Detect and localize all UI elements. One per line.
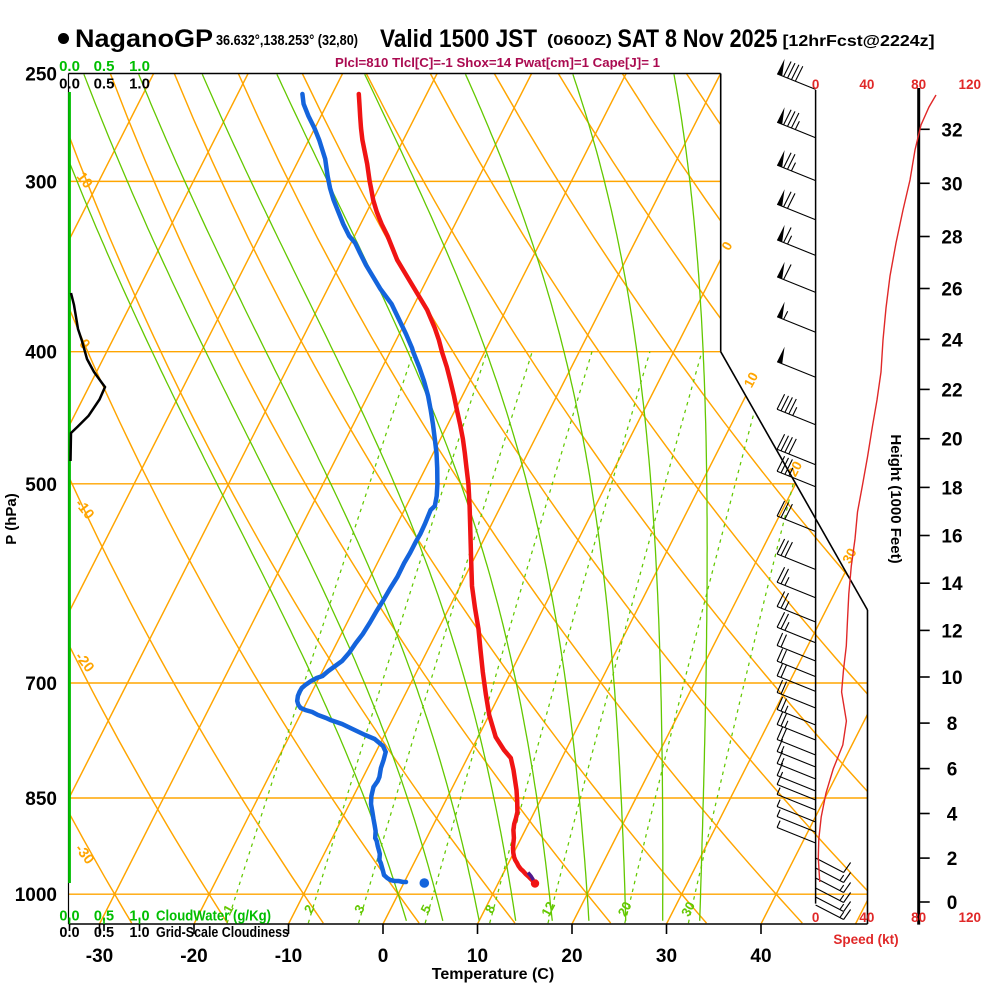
svg-text:10: 10 (941, 668, 962, 689)
svg-text:-30: -30 (71, 841, 97, 867)
svg-text:36.632°,138.253° (32,80): 36.632°,138.253° (32,80) (216, 33, 358, 49)
svg-text:1000: 1000 (15, 885, 57, 906)
svg-text:1.0: 1.0 (129, 909, 149, 925)
svg-text:0: 0 (812, 77, 820, 92)
svg-text:16: 16 (941, 527, 962, 548)
svg-text:2: 2 (301, 902, 318, 915)
svg-text:5: 5 (417, 902, 434, 915)
svg-text:0.5: 0.5 (94, 76, 115, 93)
svg-text:1.0: 1.0 (129, 76, 150, 93)
svg-text:-10: -10 (71, 496, 97, 522)
svg-text:500: 500 (25, 475, 57, 496)
svg-text:SAT 8 Nov 2025: SAT 8 Nov 2025 (618, 25, 778, 53)
svg-text:0.5: 0.5 (94, 58, 115, 75)
svg-text:30: 30 (839, 546, 859, 566)
svg-text:120: 120 (959, 910, 982, 925)
svg-text:0: 0 (812, 910, 820, 925)
svg-text:12: 12 (538, 899, 558, 919)
svg-text:8: 8 (947, 714, 958, 735)
svg-text:CloudWater (g/Kg): CloudWater (g/Kg) (156, 909, 271, 925)
svg-text:28: 28 (941, 228, 962, 249)
svg-text:120: 120 (959, 77, 982, 92)
svg-text:2: 2 (947, 849, 958, 870)
svg-text:700: 700 (25, 674, 57, 695)
svg-text:Valid 1500 JST: Valid 1500 JST (380, 25, 537, 53)
svg-text:Plcl=810 Tlcl[C]=-1 Shox=14 Pw: Plcl=810 Tlcl[C]=-1 Shox=14 Pwat[cm]=1 C… (335, 55, 660, 70)
svg-text:10: 10 (467, 946, 488, 967)
svg-text:-30: -30 (86, 946, 113, 967)
svg-text:3: 3 (351, 902, 368, 915)
svg-text:0: 0 (947, 893, 958, 914)
svg-text:30: 30 (678, 899, 698, 919)
svg-text:850: 850 (25, 789, 57, 810)
svg-text:Temperature (C): Temperature (C) (432, 966, 554, 983)
svg-text:12: 12 (941, 621, 962, 642)
svg-text:-10: -10 (275, 946, 302, 967)
svg-text:40: 40 (750, 946, 771, 967)
svg-text:NaganoGP: NaganoGP (75, 25, 213, 53)
svg-text:20: 20 (941, 430, 962, 451)
svg-text:20: 20 (615, 899, 635, 919)
svg-text:P (hPa): P (hPa) (3, 493, 20, 544)
svg-text:14: 14 (941, 574, 963, 595)
svg-text:1.0: 1.0 (129, 58, 150, 75)
svg-text:20: 20 (561, 946, 582, 967)
svg-text:18: 18 (941, 478, 962, 499)
svg-text:22: 22 (941, 380, 962, 401)
svg-text:0.0: 0.0 (59, 58, 80, 75)
svg-text:30: 30 (941, 174, 962, 195)
svg-text:300: 300 (25, 172, 57, 193)
svg-text:10: 10 (741, 370, 761, 390)
svg-text:0.0: 0.0 (59, 909, 79, 925)
svg-text:80: 80 (911, 910, 926, 925)
svg-text:1.0: 1.0 (129, 925, 149, 941)
svg-text:0.0: 0.0 (59, 76, 80, 93)
svg-text:8: 8 (482, 902, 499, 915)
svg-text:400: 400 (25, 343, 57, 364)
svg-text:32: 32 (941, 120, 962, 141)
svg-text:Grid-Scale Cloudiness: Grid-Scale Cloudiness (156, 925, 289, 941)
svg-text:40: 40 (859, 910, 874, 925)
svg-text:-20: -20 (180, 946, 207, 967)
svg-text:-20: -20 (71, 649, 97, 675)
svg-text:(0600Z): (0600Z) (547, 33, 612, 49)
svg-text:10: 10 (73, 169, 96, 192)
svg-text:30: 30 (656, 946, 677, 967)
svg-text:Height (1000 Feet): Height (1000 Feet) (887, 434, 904, 563)
svg-text:0: 0 (378, 946, 389, 967)
svg-text:0.0: 0.0 (59, 925, 79, 941)
svg-text:Speed (kt): Speed (kt) (833, 932, 898, 947)
svg-text:0.5: 0.5 (94, 909, 114, 925)
svg-text:26: 26 (941, 280, 962, 301)
svg-text:40: 40 (859, 77, 874, 92)
svg-text:4: 4 (947, 805, 958, 826)
svg-text:250: 250 (25, 65, 57, 86)
svg-text:6: 6 (947, 760, 958, 781)
svg-text:80: 80 (911, 77, 926, 92)
svg-text:[12hrFcst@2224z]: [12hrFcst@2224z] (783, 33, 935, 50)
svg-text:24: 24 (941, 330, 963, 351)
svg-text:0.5: 0.5 (94, 925, 114, 941)
